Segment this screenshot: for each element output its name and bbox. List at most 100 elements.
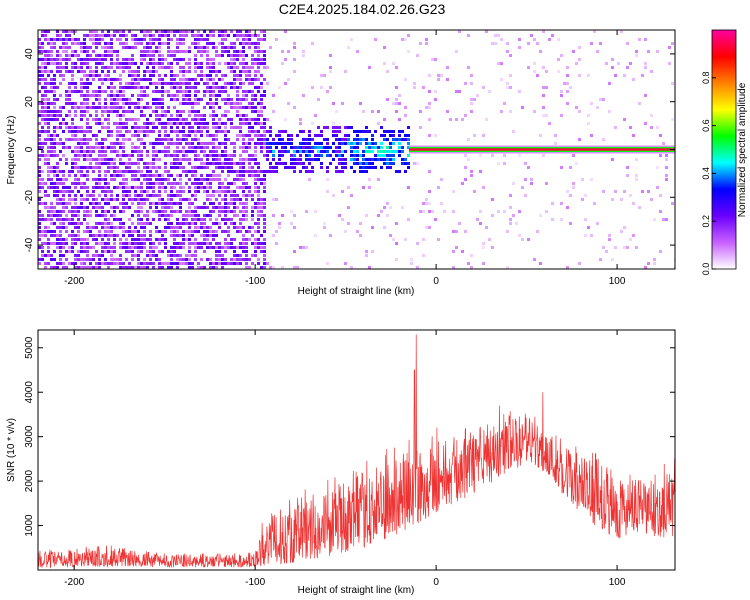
heatmap-cell xyxy=(182,258,185,261)
heatmap-cell xyxy=(644,266,647,269)
heatmap-cell xyxy=(83,250,86,253)
heatmap-cell xyxy=(92,90,95,93)
heatmap-cell xyxy=(167,198,170,201)
heatmap-cell xyxy=(44,106,47,109)
heatmap-cell xyxy=(53,82,56,85)
heatmap-cell xyxy=(254,202,257,205)
heatmap-cell xyxy=(521,106,524,109)
heatmap-cell xyxy=(611,198,614,201)
heatmap-cell xyxy=(203,118,206,121)
heatmap-cell xyxy=(257,202,260,205)
heatmap-cell xyxy=(50,138,53,141)
heatmap-cell xyxy=(86,194,89,197)
heatmap-cell xyxy=(287,134,290,137)
heatmap-cell xyxy=(179,34,182,37)
heatmap-cell xyxy=(134,238,137,241)
heatmap-cell xyxy=(161,182,164,185)
heatmap-cell xyxy=(482,86,485,89)
heatmap-cell xyxy=(104,74,107,77)
heatmap-cell xyxy=(245,34,248,37)
heatmap-cell xyxy=(239,202,242,205)
heatmap-cell xyxy=(257,42,260,45)
heatmap-cell xyxy=(152,130,155,133)
heatmap-cell xyxy=(143,202,146,205)
heatmap-cell xyxy=(170,78,173,81)
heatmap-cell xyxy=(134,178,137,181)
heatmap-cell xyxy=(215,262,218,265)
heatmap-cell xyxy=(551,202,554,205)
heatmap-cell xyxy=(188,242,191,245)
heatmap-cell xyxy=(251,154,254,157)
heatmap-cell xyxy=(116,218,119,221)
heatmap-cell xyxy=(185,122,188,125)
heatmap-cell xyxy=(224,146,227,149)
heatmap-cell xyxy=(446,110,449,113)
heatmap-cell xyxy=(200,50,203,53)
heatmap-cell xyxy=(56,50,59,53)
heatmap-cell xyxy=(95,46,98,49)
heatmap-cell xyxy=(182,150,185,153)
heatmap-cell xyxy=(230,242,233,245)
heatmap-cell xyxy=(161,62,164,65)
heatmap-cell xyxy=(134,146,137,149)
heatmap-cell xyxy=(254,74,257,77)
heatmap-cell xyxy=(83,198,86,201)
heatmap-cell xyxy=(293,226,296,229)
heatmap-cell xyxy=(218,182,221,185)
heatmap-cell xyxy=(254,58,257,61)
heatmap-cell xyxy=(191,130,194,133)
heatmap-cell xyxy=(302,162,305,165)
heatmap-cell xyxy=(368,266,371,269)
heatmap-cell xyxy=(335,170,338,173)
heatmap-cell xyxy=(380,166,383,169)
heatmap-cell xyxy=(158,78,161,81)
heatmap-cell xyxy=(257,34,260,37)
heatmap-cell xyxy=(161,214,164,217)
heatmap-cell xyxy=(197,146,200,149)
heatmap-cell xyxy=(65,98,68,101)
heatmap-cell xyxy=(176,230,179,233)
heatmap-cell xyxy=(293,42,296,45)
heatmap-cell xyxy=(281,162,284,165)
heatmap-cell xyxy=(161,138,164,141)
heatmap-cell xyxy=(137,86,140,89)
heatmap-cell xyxy=(404,38,407,41)
heatmap-cell xyxy=(59,38,62,41)
heatmap-cell xyxy=(215,138,218,141)
heatmap-cell xyxy=(374,38,377,41)
heatmap-cell xyxy=(596,50,599,53)
heatmap-cell xyxy=(335,154,338,157)
heatmap-cell xyxy=(170,122,173,125)
heatmap-cell xyxy=(536,74,539,77)
heatmap-cell xyxy=(176,42,179,45)
heatmap-cell xyxy=(158,54,161,57)
heatmap-cell xyxy=(230,194,233,197)
heatmap-cell xyxy=(653,218,656,221)
heatmap-cell xyxy=(179,70,182,73)
heatmap-cell xyxy=(44,58,47,61)
heatmap-cell xyxy=(233,222,236,225)
heatmap-cell xyxy=(626,246,629,249)
heatmap-cell xyxy=(194,90,197,93)
heatmap-cell xyxy=(200,74,203,77)
heatmap-cell xyxy=(95,114,98,117)
heatmap-cell xyxy=(386,98,389,101)
heatmap-cell xyxy=(92,166,95,169)
heatmap-cell xyxy=(203,222,206,225)
heatmap-cell xyxy=(335,166,338,169)
heatmap-cell xyxy=(149,78,152,81)
heatmap-cell xyxy=(326,178,329,181)
heatmap-cell xyxy=(194,206,197,209)
heatmap-cell xyxy=(107,266,110,269)
heatmap-cell xyxy=(620,30,623,33)
heatmap-cell xyxy=(179,246,182,249)
heatmap-cell xyxy=(137,206,140,209)
heatmap-cell xyxy=(65,258,68,261)
heatmap-cell xyxy=(143,74,146,77)
heatmap-cell xyxy=(254,34,257,37)
heatmap-cell xyxy=(125,166,128,169)
heatmap-cell xyxy=(125,246,128,249)
heatmap-cell xyxy=(329,154,332,157)
heatmap-cell xyxy=(38,130,41,133)
heatmap-cell xyxy=(665,154,668,157)
